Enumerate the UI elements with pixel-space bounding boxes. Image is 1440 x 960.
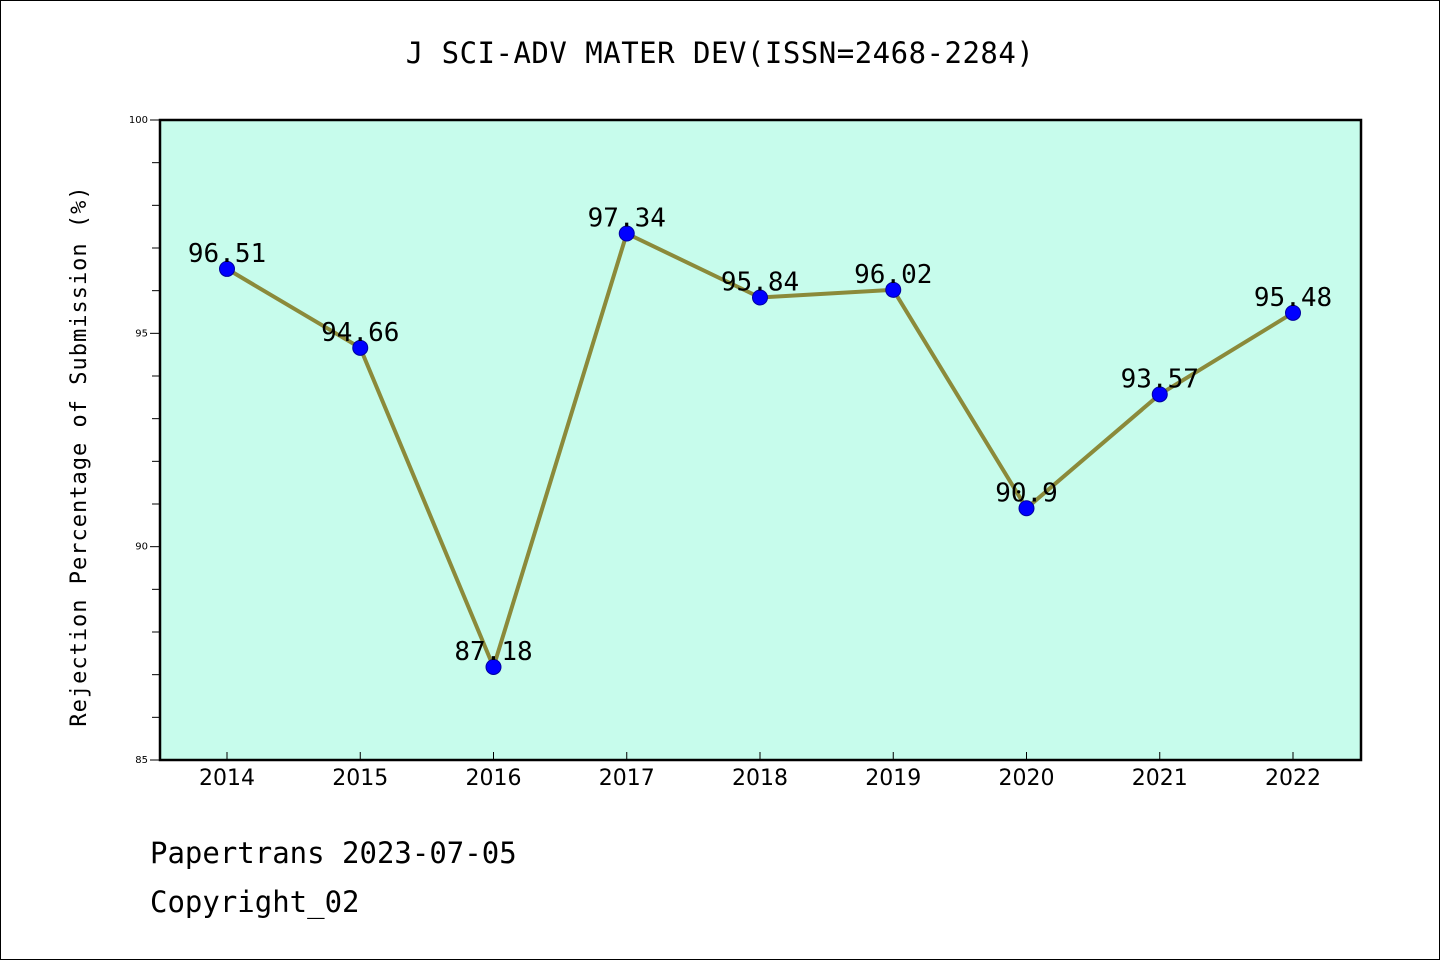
data-point xyxy=(219,260,235,277)
y-tick-label: 85 xyxy=(135,755,148,766)
x-tick-label: 2020 xyxy=(999,766,1055,791)
x-tick-label: 2016 xyxy=(466,766,522,791)
data-label: 95.84 xyxy=(721,267,799,297)
plot-area xyxy=(160,120,1361,760)
x-tick-label: 2014 xyxy=(199,766,255,791)
footer-source: Papertrans 2023-07-05 xyxy=(150,836,517,870)
chart-title: J SCI-ADV MATER DEV(ISSN=2468-2284) xyxy=(405,36,1035,70)
x-tick-label: 2015 xyxy=(332,766,388,791)
data-label: 90.9 xyxy=(995,478,1058,508)
y-axis-label: Rejection Percentage of Submission (%) xyxy=(67,185,92,726)
data-label: 97.34 xyxy=(588,203,666,233)
data-points xyxy=(219,225,1301,675)
data-point xyxy=(1285,304,1301,321)
footer-copyright: Copyright_02 xyxy=(150,885,360,919)
data-label: 87.18 xyxy=(454,637,532,667)
y-tick-label: 90 xyxy=(135,542,148,553)
data-label: 96.51 xyxy=(188,239,266,269)
data-label: 93.57 xyxy=(1121,364,1199,394)
data-point xyxy=(1151,386,1168,403)
x-tick-label: 2022 xyxy=(1265,766,1321,791)
data-point xyxy=(618,225,635,242)
data-label: 96.02 xyxy=(854,260,932,290)
x-tick-label: 2017 xyxy=(599,766,655,791)
x-tick-label: 2021 xyxy=(1132,766,1188,791)
x-axis-ticks: 2014 2015 2016 2017 2018 2019 2020 2021 2022 xyxy=(199,752,1321,791)
data-point xyxy=(352,339,369,356)
data-point xyxy=(1018,500,1035,517)
data-label: 94.66 xyxy=(321,318,399,348)
y-tick-label: 95 xyxy=(135,328,148,339)
data-point xyxy=(752,289,768,306)
x-tick-label: 2019 xyxy=(865,766,921,791)
data-point xyxy=(485,658,502,675)
data-labels: 96.51 94.66 87.18 97.34 95.84 96.02 90.9 93.57 9… xyxy=(188,203,1332,666)
plot-border xyxy=(158,118,1363,762)
y-tick-label: 100 xyxy=(129,115,148,126)
data-point xyxy=(885,281,902,298)
x-tick-label: 2018 xyxy=(732,766,788,791)
data-label: 95.48 xyxy=(1254,283,1332,313)
y-axis-ticks: 85 90 95 100 xyxy=(129,115,160,766)
